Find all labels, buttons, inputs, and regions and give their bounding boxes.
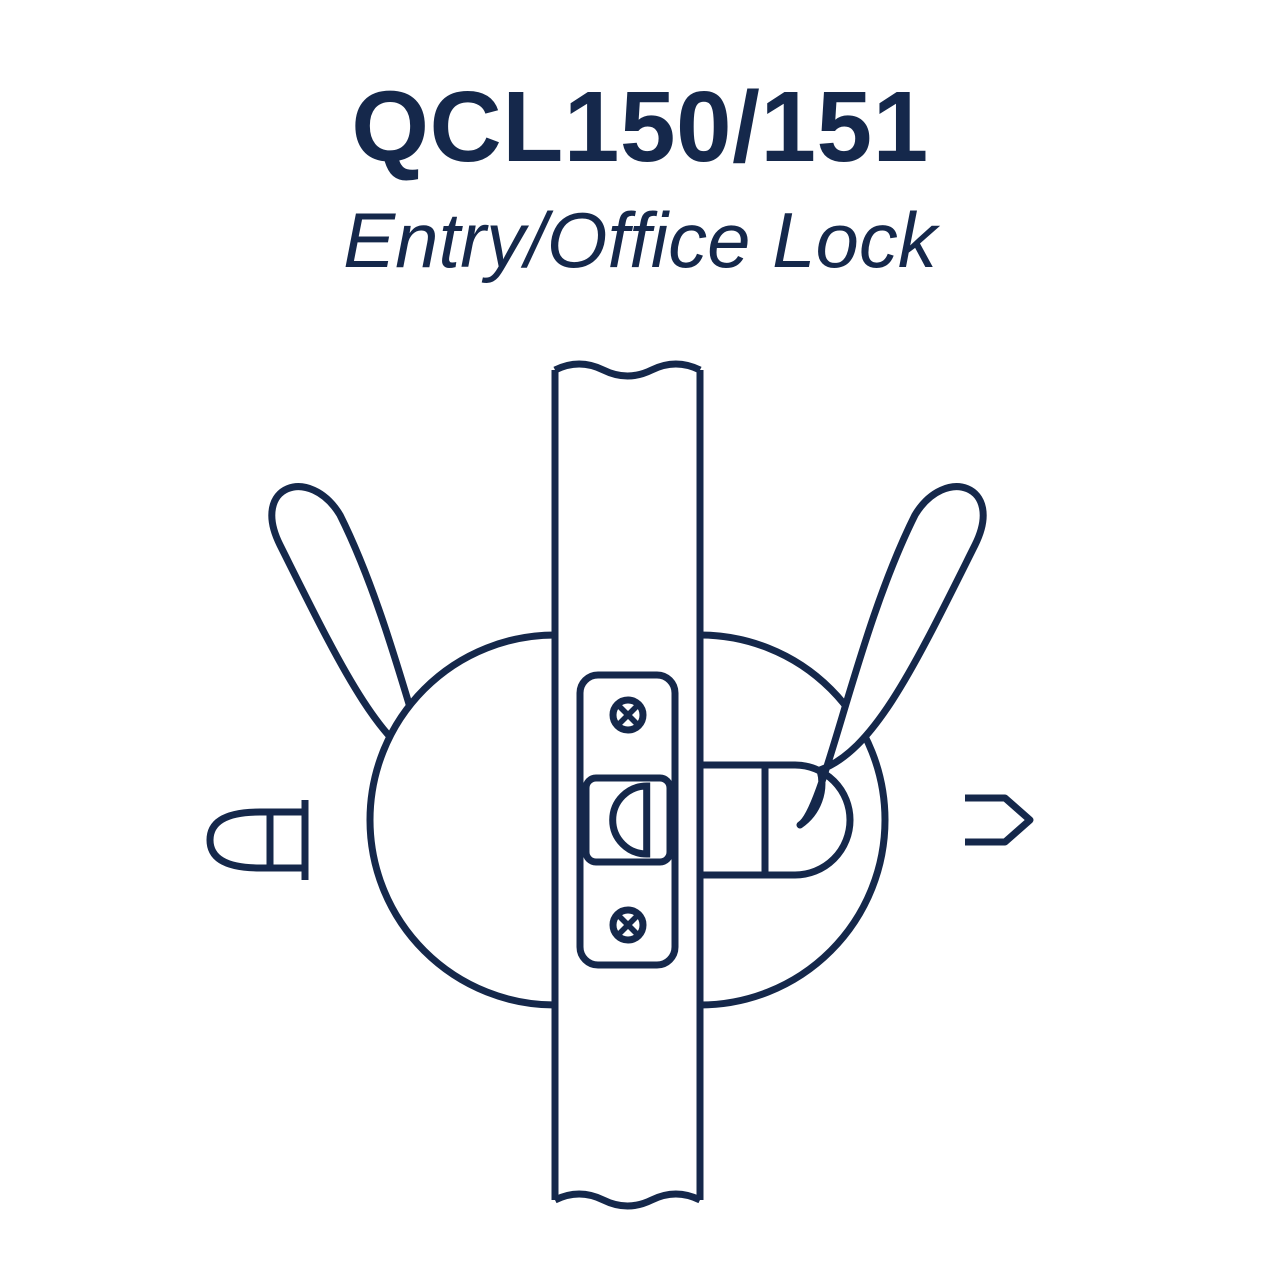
turn-knob bbox=[210, 812, 305, 868]
right-lever-neck bbox=[700, 765, 850, 875]
diagram-title: QCL150/151 bbox=[0, 70, 1280, 185]
right-lever-handle bbox=[800, 487, 983, 825]
latch-bolt bbox=[613, 786, 647, 854]
lock-diagram bbox=[0, 330, 1280, 1280]
diagram-subtitle: Entry/Office Lock bbox=[0, 195, 1280, 286]
page: QCL150/151 Entry/Office Lock bbox=[0, 0, 1280, 1280]
key-cylinder bbox=[965, 798, 1030, 842]
